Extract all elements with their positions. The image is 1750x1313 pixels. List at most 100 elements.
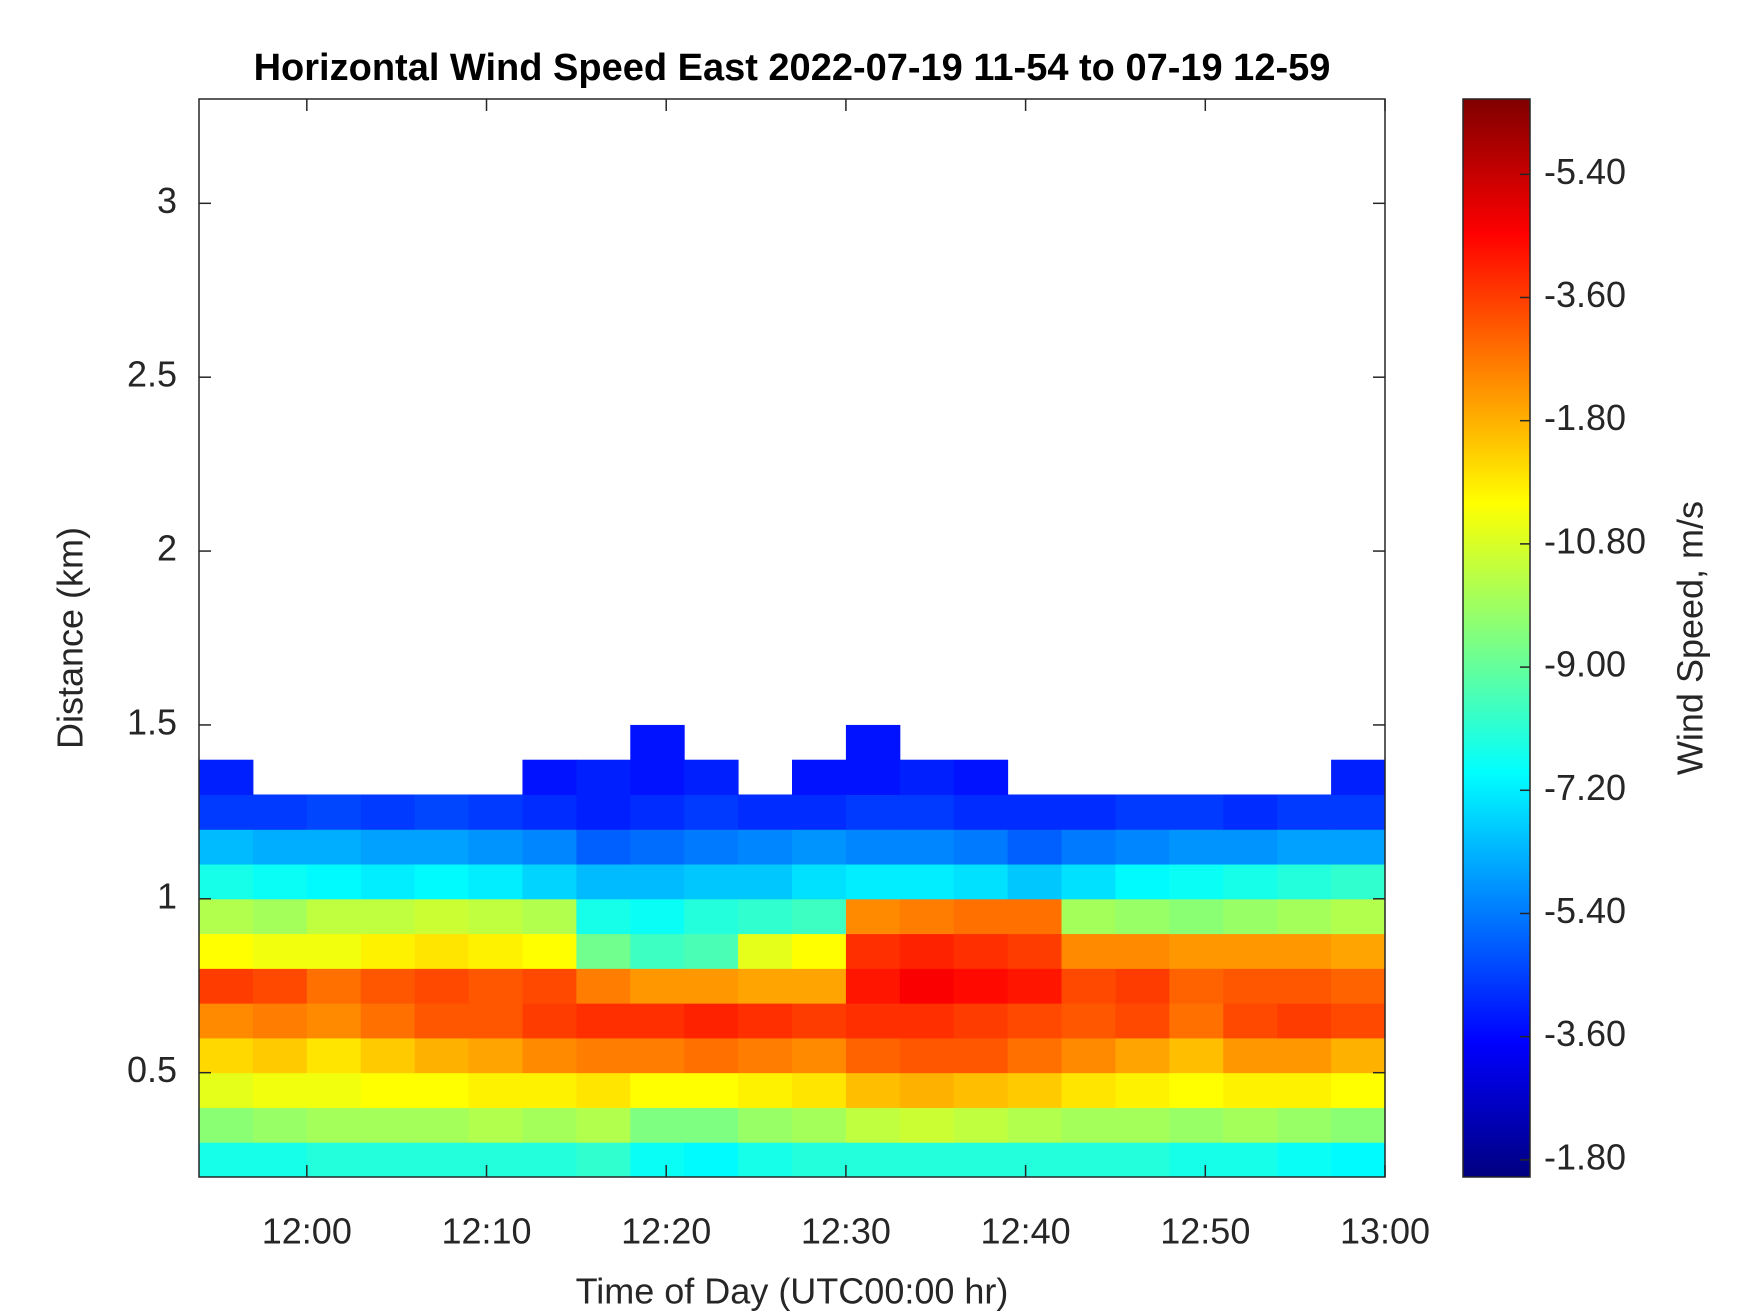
heatmap-cell [845, 1142, 901, 1178]
heatmap-cell [1277, 1003, 1332, 1039]
heatmap-cell [360, 933, 416, 969]
heatmap-cell [576, 1072, 631, 1108]
heatmap-cell [738, 829, 793, 865]
colorbar-tick-label: -5.40 [1544, 890, 1626, 931]
heatmap-cell [414, 1142, 470, 1178]
heatmap-cell [1223, 794, 1278, 830]
heatmap-cell [414, 1107, 470, 1143]
heatmap-cell [1007, 1003, 1063, 1039]
heatmap-cell [306, 1107, 362, 1143]
heatmap-cell [1007, 968, 1063, 1004]
heatmap-cell [630, 1003, 685, 1039]
heatmap-cell [1277, 1107, 1332, 1143]
heatmap-cell [738, 1107, 793, 1143]
heatmap-cell [792, 829, 847, 865]
heatmap-cell [522, 1107, 577, 1143]
heatmap-cell [899, 864, 955, 900]
heatmap-cell [1007, 898, 1063, 935]
heatmap-cell [792, 864, 847, 900]
heatmap-cell [1277, 898, 1332, 935]
heatmap-cell [630, 829, 685, 865]
heatmap-cell [1169, 1072, 1224, 1108]
heatmap-cell [1061, 1142, 1116, 1178]
heatmap-cell [1007, 1107, 1063, 1143]
heatmap-cell [414, 1072, 470, 1108]
heatmap-cell [252, 968, 308, 1004]
heatmap-cell [306, 794, 362, 830]
heatmap-cell [1277, 968, 1332, 1004]
heatmap-cell [630, 864, 685, 900]
heatmap-cell [899, 829, 955, 865]
heatmap-cell [630, 898, 685, 935]
heatmap-cell [684, 829, 739, 865]
x-tick-label: 12:20 [621, 1211, 711, 1252]
heatmap-cell [522, 968, 577, 1004]
heatmap-cell [1007, 829, 1063, 865]
heatmap-cell [252, 794, 308, 830]
heatmap-cell [899, 898, 955, 935]
heatmap-cell [1061, 968, 1116, 1004]
heatmap-cell [576, 933, 631, 969]
heatmap-cell [1007, 1072, 1063, 1108]
heatmap-cell [306, 1003, 362, 1039]
heatmap-cell [1115, 1142, 1170, 1178]
heatmap-cell [1061, 1037, 1116, 1074]
heatmap-cell [953, 898, 1009, 935]
heatmap-cell [199, 898, 254, 935]
heatmap-cell [468, 933, 523, 969]
heatmap-cell [738, 1003, 793, 1039]
heatmap-cell [522, 1072, 577, 1108]
heatmap-cell [252, 898, 308, 935]
heatmap-cell [630, 794, 685, 830]
heatmap-cell [738, 1037, 793, 1074]
y-axis-label: Distance (km) [50, 527, 91, 749]
heatmap-cell [1169, 1003, 1224, 1039]
y-tick-label: 3 [157, 180, 177, 221]
heatmap-cell [468, 1142, 523, 1178]
heatmap-cell [792, 794, 847, 830]
heatmap-cell [199, 933, 254, 969]
heatmap-cell [360, 1003, 416, 1039]
heatmap-cell [953, 1037, 1009, 1074]
heatmap-cell [252, 829, 308, 865]
heatmap-cell [1223, 1142, 1278, 1178]
heatmap-cell [1115, 794, 1170, 830]
heatmap-cell [684, 864, 739, 900]
heatmap-cell [1007, 1037, 1063, 1074]
heatmap-cell [414, 1037, 470, 1074]
heatmap-cell [522, 829, 577, 865]
heatmap-cell [1223, 1072, 1278, 1108]
heatmap-cell [1169, 794, 1224, 830]
heatmap-cell [738, 1142, 793, 1178]
heatmap-cell [522, 864, 577, 900]
heatmap-cell [630, 968, 685, 1004]
heatmap-cell [792, 1037, 847, 1074]
heatmap-cell [792, 968, 847, 1004]
heatmap-cell [1331, 794, 1386, 830]
heatmap-cell [1331, 898, 1386, 935]
heatmap-cell [792, 933, 847, 969]
heatmap-cell [576, 864, 631, 900]
heatmap-cell [953, 794, 1009, 830]
heatmap-cell [199, 968, 254, 1004]
heatmap-cell [1223, 1107, 1278, 1143]
heatmap-cell [1331, 1003, 1386, 1039]
heatmap-cell [360, 968, 416, 1004]
heatmap-cell [1331, 1142, 1386, 1178]
heatmap-cell [1115, 1107, 1170, 1143]
heatmap-cell [684, 898, 739, 935]
heatmap-cell [738, 794, 793, 830]
heatmap-cell [684, 1037, 739, 1074]
heatmap-cell [252, 1037, 308, 1074]
heatmap-cell [414, 933, 470, 969]
heatmap-cell [306, 1142, 362, 1178]
heatmap-cell [1169, 864, 1224, 900]
heatmap-cell [845, 759, 901, 795]
plot-frame [198, 98, 1386, 1178]
heatmap-cell [953, 1142, 1009, 1178]
heatmap-cell [684, 1072, 739, 1108]
heatmap-cell [360, 829, 416, 865]
heatmap-cell [522, 1003, 577, 1039]
heatmap-cell [1169, 1142, 1224, 1178]
